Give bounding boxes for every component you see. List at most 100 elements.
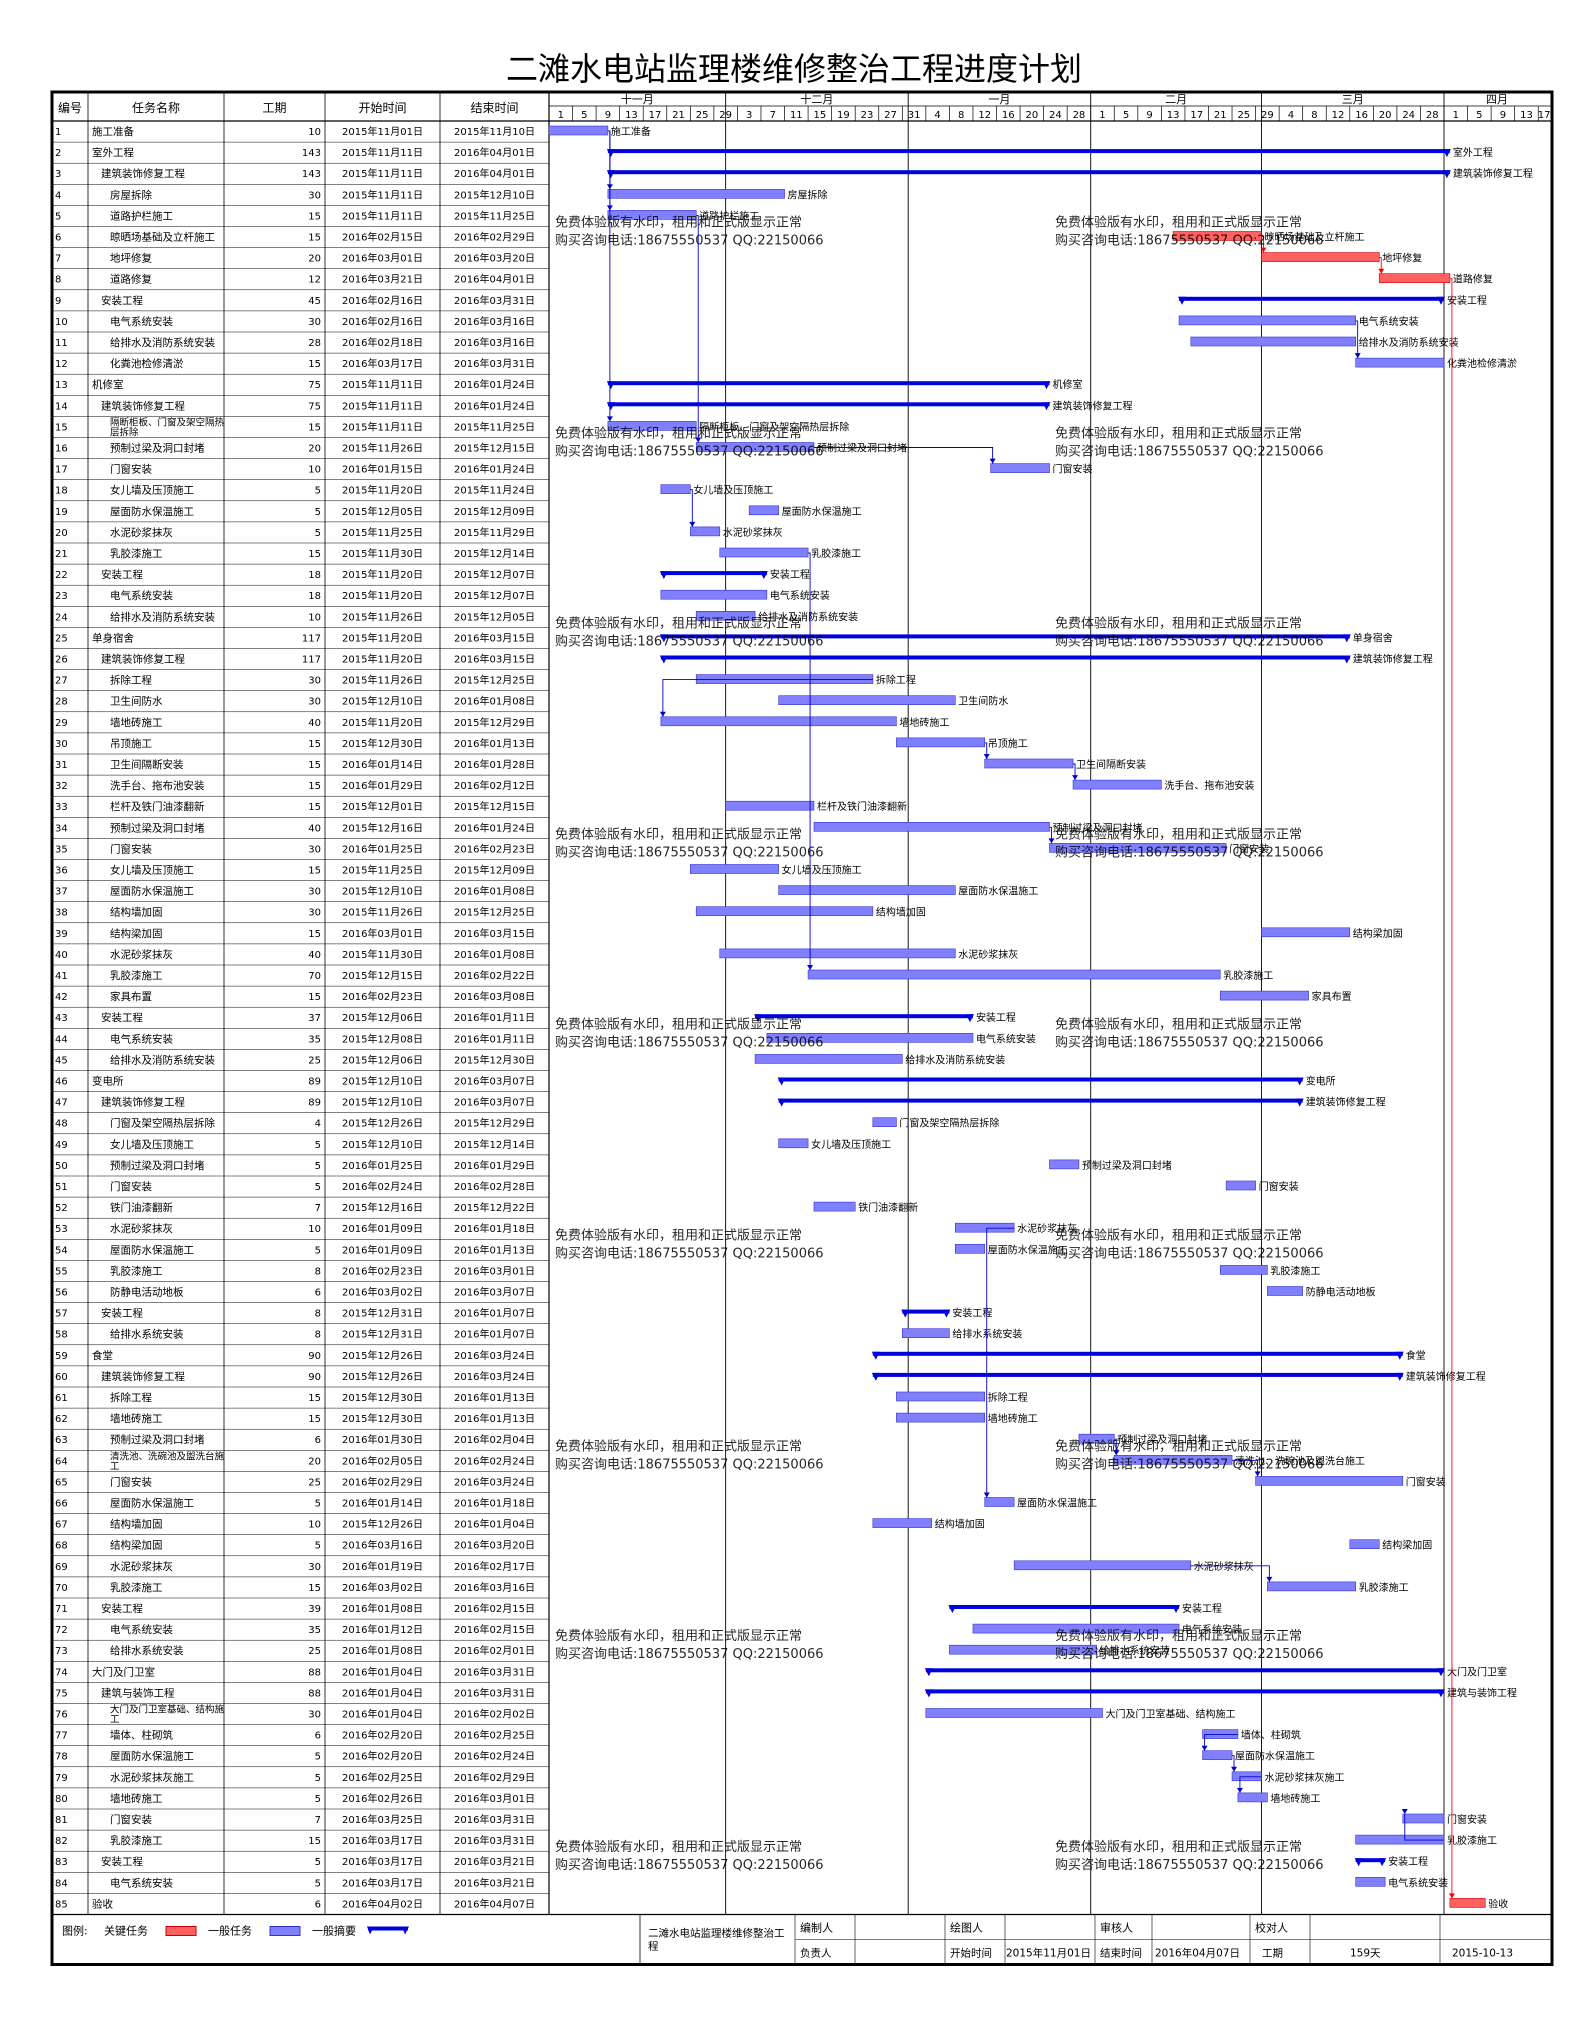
task-bar-label: 乳胶漆施工 <box>1270 1264 1320 1277</box>
task-duration: 5 <box>315 486 321 497</box>
task-bar <box>660 589 768 600</box>
task-start: 2015年12月31日 <box>342 1328 423 1341</box>
task-end: 2015年12月07日 <box>454 568 535 581</box>
footer-label: 绘图人 <box>950 1921 983 1935</box>
critical-task-bar <box>1378 273 1451 284</box>
task-bar-label: 女儿墙及压顶施工 <box>782 864 862 877</box>
task-duration: 5 <box>315 1773 321 1784</box>
task-name: 水泥砂浆抹灰 <box>110 948 173 961</box>
task-name: 单身宿舍 <box>92 631 134 644</box>
task-name: 安装工程 <box>101 1602 143 1615</box>
task-start: 2015年11月20日 <box>342 484 423 497</box>
task-bar <box>1013 1560 1192 1571</box>
summary-bar-end <box>1042 381 1051 390</box>
summary-bar-end <box>948 1605 957 1613</box>
task-bar <box>990 463 1050 473</box>
task-bar <box>1355 357 1445 368</box>
task-start: 2016年01月15日 <box>342 463 423 476</box>
task-bar-label: 屋面防水保温施工 <box>988 1243 1068 1256</box>
task-start: 2015年12月26日 <box>342 1370 423 1383</box>
task-bar <box>872 1518 933 1528</box>
task-end: 2016年01月13日 <box>454 1391 535 1404</box>
task-end: 2015年12月29日 <box>454 716 535 729</box>
task-start: 2016年02月23日 <box>342 1264 423 1277</box>
task-start: 2016年01月19日 <box>342 1560 423 1573</box>
task-id: 66 <box>55 1499 68 1510</box>
task-duration: 25 <box>308 1055 321 1066</box>
summary-bar <box>607 149 1450 154</box>
task-id: 41 <box>55 971 68 982</box>
task-bar-label: 化粪池检修清淤 <box>1447 357 1517 370</box>
watermark-line2: 购买咨询电话:18675550537 QQ:22150066 <box>1055 1646 1324 1662</box>
task-name: 道路修复 <box>110 273 152 286</box>
task-bar-label: 验收 <box>1488 1897 1508 1910</box>
task-start: 2015年12月30日 <box>342 1412 423 1425</box>
day-tick-label: 21 <box>1214 110 1227 121</box>
task-id: 27 <box>55 676 68 687</box>
task-name: 结构梁加固 <box>110 1539 163 1552</box>
task-start: 2016年01月14日 <box>342 758 423 771</box>
task-name: 女儿墙及压顶施工 <box>110 864 194 877</box>
task-start: 2015年11月25日 <box>342 864 423 877</box>
summary-bar-end <box>1295 1077 1304 1086</box>
task-start: 2016年01月04日 <box>342 1686 423 1699</box>
task-bar <box>807 969 1221 980</box>
task-bar <box>695 674 874 684</box>
day-tick-label: 5 <box>1123 110 1129 121</box>
task-duration: 15 <box>308 992 321 1003</box>
task-bar-label: 安装工程 <box>1182 1602 1222 1615</box>
task-bar <box>954 1222 1015 1233</box>
summary-bar-end <box>901 1309 910 1318</box>
watermark-line1: 免费体验版有水印，租用和正式版显示正常 <box>555 615 802 631</box>
task-end: 2015年12月15日 <box>454 800 535 813</box>
dependency-link <box>808 552 811 970</box>
task-bar-label: 电气系统安装 <box>1182 1623 1242 1636</box>
task-bar <box>1225 1180 1256 1191</box>
month-header: 二月 <box>1165 93 1187 106</box>
task-name: 吊顶施工 <box>110 737 152 750</box>
task-end: 2016年01月04日 <box>454 1518 535 1531</box>
task-bar <box>1202 1750 1233 1760</box>
task-name: 电气系统安装 <box>110 589 173 602</box>
task-end: 2016年02月24日 <box>454 1454 535 1467</box>
watermark-line2: 购买咨询电话:18675550537 QQ:22150066 <box>555 1034 824 1050</box>
task-duration: 5 <box>315 1161 321 1172</box>
month-header: 四月 <box>1486 93 1508 106</box>
task-name: 墙地砖施工 <box>110 716 163 729</box>
summary-bar-end <box>606 381 615 390</box>
task-bar-label: 地坪修复 <box>1382 252 1422 265</box>
task-name: 安装工程 <box>101 294 143 307</box>
task-bar <box>896 1412 986 1423</box>
task-bar-label: 结构墙加固 <box>935 1518 985 1531</box>
task-id: 39 <box>55 929 68 940</box>
task-end: 2016年01月07日 <box>454 1328 535 1341</box>
task-bar <box>1049 1159 1080 1170</box>
task-name: 电气系统安装 <box>110 1623 173 1636</box>
task-name: 电气系统安装 <box>110 1876 173 1889</box>
task-name: 大门及门卫室基础、结构施工 <box>110 1704 225 1726</box>
watermark-line1: 免费体验版有水印，租用和正式版显示正常 <box>555 826 802 842</box>
summary-bar-end <box>1172 1605 1181 1613</box>
task-duration: 6 <box>315 1731 321 1742</box>
task-id: 60 <box>55 1372 68 1383</box>
task-bar <box>660 484 691 495</box>
task-bar-label: 乳胶漆施工 <box>811 547 861 560</box>
task-name: 结构墙加固 <box>110 1518 163 1531</box>
task-start: 2016年01月29日 <box>342 779 423 792</box>
task-name: 门窗安装 <box>110 842 152 855</box>
task-bar-label: 结构梁加固 <box>1353 927 1403 940</box>
day-tick-label: 3 <box>746 110 752 121</box>
task-start: 2016年03月17日 <box>342 357 423 370</box>
day-tick-label: 23 <box>861 110 874 121</box>
task-start: 2016年02月15日 <box>342 231 423 244</box>
day-tick-label: 5 <box>1476 110 1482 121</box>
watermark-line1: 免费体验版有水印，租用和正式版显示正常 <box>1055 1438 1302 1454</box>
watermark-line1: 免费体验版有水印，租用和正式版显示正常 <box>1055 215 1302 231</box>
task-bar <box>766 1033 974 1043</box>
summary-bar <box>778 1098 1303 1103</box>
task-end: 2016年01月08日 <box>454 885 535 898</box>
day-tick-label: 1 <box>1099 110 1105 121</box>
task-end: 2016年03月07日 <box>454 1096 535 1109</box>
task-duration: 117 <box>302 655 321 666</box>
task-start: 2016年01月14日 <box>342 1497 423 1510</box>
